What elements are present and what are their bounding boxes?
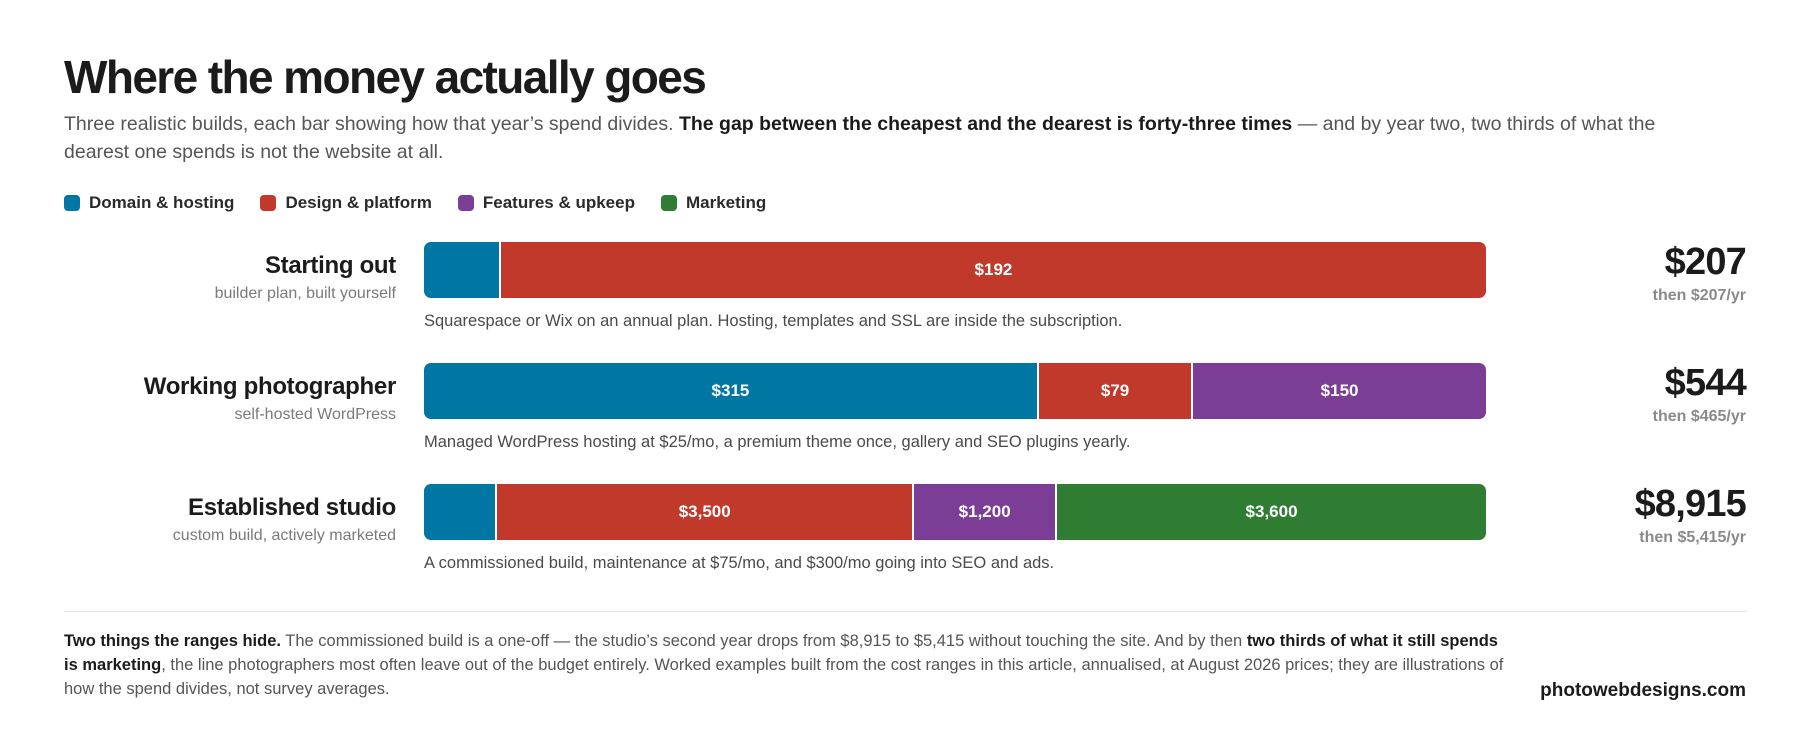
bar-segment-domain-hosting: $315 bbox=[424, 363, 1039, 419]
subtitle-lead: Three realistic builds, each bar showing… bbox=[64, 113, 679, 135]
legend-item-marketing: Marketing bbox=[660, 193, 767, 213]
legend-label-features-upkeep: Features & upkeep bbox=[482, 193, 635, 212]
brand-label: photowebdesigns.com bbox=[1540, 680, 1746, 701]
footnote: Two things the ranges hide. The commissi… bbox=[64, 629, 1504, 701]
bar-segment-design-platform: $3,500 bbox=[497, 484, 915, 540]
bar-segment-features-upkeep: $1,200 bbox=[914, 484, 1058, 540]
row-then-working-photographer: then $465/yr bbox=[1652, 408, 1746, 425]
bar-working-photographer: $315 $79 $150 bbox=[424, 363, 1486, 419]
bar-segment-domain-hosting bbox=[424, 242, 501, 298]
bar-segment-marketing: $3,600 bbox=[1057, 484, 1486, 540]
bar-starting-out: $192 bbox=[424, 242, 1486, 298]
chart-title: Where the money actually goes bbox=[64, 51, 707, 103]
bar-segment-design-platform: $192 bbox=[500, 242, 1486, 298]
row-total-starting-out: $207 bbox=[1664, 241, 1747, 283]
legend-swatch-marketing bbox=[660, 195, 677, 211]
bar-established-studio: $3,500 $1,200 $3,600 bbox=[424, 484, 1486, 540]
row-title-starting-out: Starting out bbox=[264, 252, 396, 279]
footnote-bold-2: two thirds of what it still spends is ma… bbox=[64, 632, 1498, 674]
footnote-bold-1: Two things the ranges hide. bbox=[64, 632, 281, 650]
legend-swatch-design-platform bbox=[260, 195, 277, 211]
row-title-established-studio: Established studio bbox=[188, 494, 396, 521]
legend-item-design-platform: Design & platform bbox=[260, 193, 432, 213]
bar-segment-design-platform: $79 bbox=[1038, 363, 1194, 419]
row-subtitle-working-photographer: self-hosted WordPress bbox=[234, 406, 396, 423]
legend-label-marketing: Marketing bbox=[685, 193, 767, 212]
row-title-working-photographer: Working photographer bbox=[143, 373, 397, 400]
legend-label-design-platform: Design & platform bbox=[285, 193, 432, 212]
footnote-text-2: , the line photographers most often leav… bbox=[64, 656, 1504, 698]
legend-swatch-features-upkeep bbox=[457, 195, 474, 211]
row-subtitle-starting-out: builder plan, built yourself bbox=[214, 285, 396, 302]
row-note-starting-out: Squarespace or Wix on an annual plan. Ho… bbox=[424, 312, 1123, 330]
chart-subtitle: Three realistic builds, each bar showing… bbox=[64, 110, 1704, 166]
bar-segment-features-upkeep: $150 bbox=[1193, 363, 1486, 419]
legend: Domain & hosting Design & platform Featu… bbox=[64, 193, 792, 213]
row-subtitle-established-studio: custom build, actively marketed bbox=[172, 527, 396, 544]
footer-divider bbox=[64, 611, 1746, 612]
row-then-established-studio: then $5,415/yr bbox=[1639, 529, 1746, 546]
row-note-established-studio: A commissioned build, maintenance at $75… bbox=[424, 554, 1055, 572]
row-total-working-photographer: $544 bbox=[1664, 362, 1747, 404]
row-then-starting-out: then $207/yr bbox=[1652, 287, 1746, 304]
subtitle-emphasis: The gap between the cheapest and the dea… bbox=[678, 113, 1293, 135]
subtitle-tail: — and by year two, two thirds of what th… bbox=[64, 113, 1656, 163]
legend-item-domain-hosting: Domain & hosting bbox=[64, 193, 234, 213]
row-total-established-studio: $8,915 bbox=[1634, 483, 1747, 525]
footnote-text-1: The commissioned build is a one-off — th… bbox=[280, 632, 1247, 650]
row-note-working-photographer: Managed WordPress hosting at $25/mo, a p… bbox=[424, 433, 1131, 451]
legend-item-features-upkeep: Features & upkeep bbox=[457, 193, 635, 213]
legend-label-domain-hosting: Domain & hosting bbox=[89, 193, 235, 212]
legend-swatch-domain-hosting bbox=[64, 195, 80, 211]
bar-segment-domain-hosting bbox=[424, 484, 498, 540]
